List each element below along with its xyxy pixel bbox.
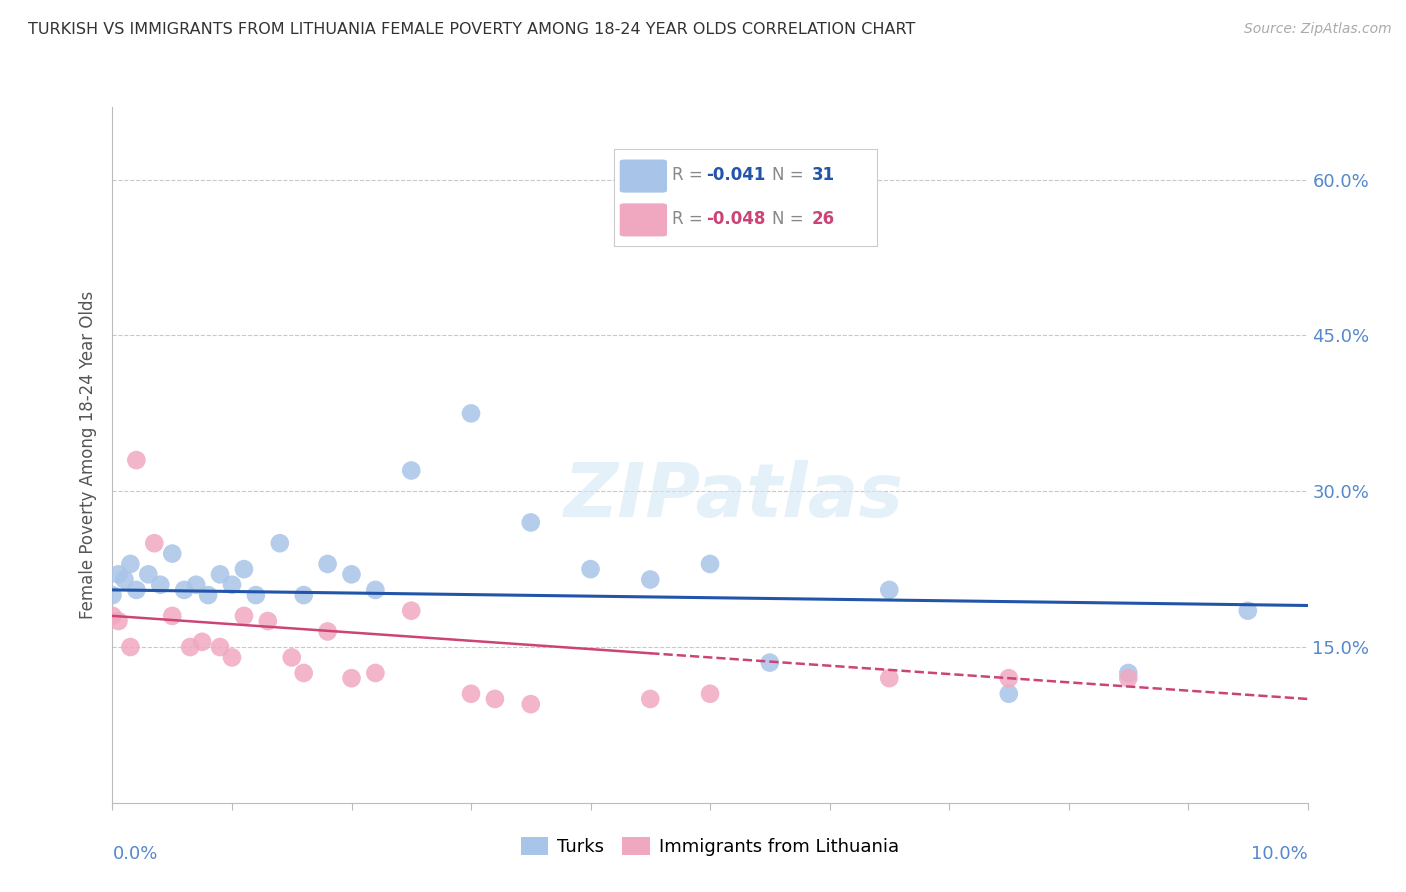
Point (877, 671, 900, 685)
Point (107, 567, 129, 582)
Text: -0.041: -0.041 (706, 166, 766, 184)
Text: 10.0%: 10.0% (1251, 845, 1308, 863)
Point (257, 614, 280, 628)
Point (186, 578, 208, 592)
Point (877, 582, 900, 597)
Point (364, 582, 387, 597)
Text: ZIPatlas: ZIPatlas (564, 460, 904, 533)
Point (233, 562, 256, 576)
Point (101, 608, 124, 623)
Point (208, 567, 231, 582)
Point (208, 640, 231, 654)
Point (699, 687, 721, 701)
Point (316, 624, 339, 639)
Point (281, 650, 304, 665)
Point (520, 697, 543, 711)
Point (162, 547, 183, 561)
Point (1237, 604, 1260, 618)
Point (401, 463, 423, 477)
Legend: Turks, Immigrants from Lithuania: Turks, Immigrants from Lithuania (515, 830, 905, 863)
Point (125, 453, 148, 467)
Text: Source: ZipAtlas.com: Source: ZipAtlas.com (1244, 22, 1392, 37)
Point (221, 650, 243, 665)
Text: R =: R = (672, 166, 709, 184)
Point (149, 578, 172, 592)
Point (125, 582, 148, 597)
Point (120, 557, 142, 571)
Text: N =: N = (772, 210, 808, 228)
Point (401, 604, 423, 618)
Point (143, 536, 166, 550)
FancyBboxPatch shape (620, 203, 666, 236)
Point (292, 665, 315, 680)
Point (699, 557, 721, 571)
Text: -0.048: -0.048 (706, 210, 766, 228)
Point (269, 536, 291, 550)
Point (292, 588, 315, 602)
Point (520, 516, 543, 530)
Point (179, 640, 201, 654)
Point (759, 656, 782, 670)
Point (484, 692, 506, 706)
Point (173, 582, 195, 597)
Point (191, 635, 214, 649)
Text: N =: N = (772, 166, 808, 184)
Point (579, 562, 602, 576)
Point (998, 671, 1021, 685)
Point (1116, 665, 1139, 680)
Y-axis label: Female Poverty Among 18-24 Year Olds: Female Poverty Among 18-24 Year Olds (79, 291, 97, 619)
Point (107, 614, 129, 628)
Point (120, 640, 142, 654)
Point (460, 406, 482, 420)
Text: 26: 26 (811, 210, 835, 228)
Text: R =: R = (672, 210, 709, 228)
Point (138, 567, 160, 582)
Point (162, 608, 183, 623)
Text: 0.0%: 0.0% (112, 845, 157, 863)
Point (340, 567, 363, 582)
Text: TURKISH VS IMMIGRANTS FROM LITHUANIA FEMALE POVERTY AMONG 18-24 YEAR OLDS CORREL: TURKISH VS IMMIGRANTS FROM LITHUANIA FEM… (28, 22, 915, 37)
Point (638, 573, 662, 587)
Point (221, 578, 243, 592)
Point (638, 692, 662, 706)
Text: 31: 31 (811, 166, 835, 184)
Point (1116, 671, 1139, 685)
Point (233, 608, 256, 623)
FancyBboxPatch shape (620, 160, 666, 193)
Point (340, 671, 363, 685)
Point (114, 573, 135, 587)
Point (364, 665, 387, 680)
Point (460, 687, 482, 701)
Point (101, 588, 124, 602)
Point (316, 557, 339, 571)
Point (998, 687, 1021, 701)
Point (245, 588, 267, 602)
Point (197, 588, 219, 602)
